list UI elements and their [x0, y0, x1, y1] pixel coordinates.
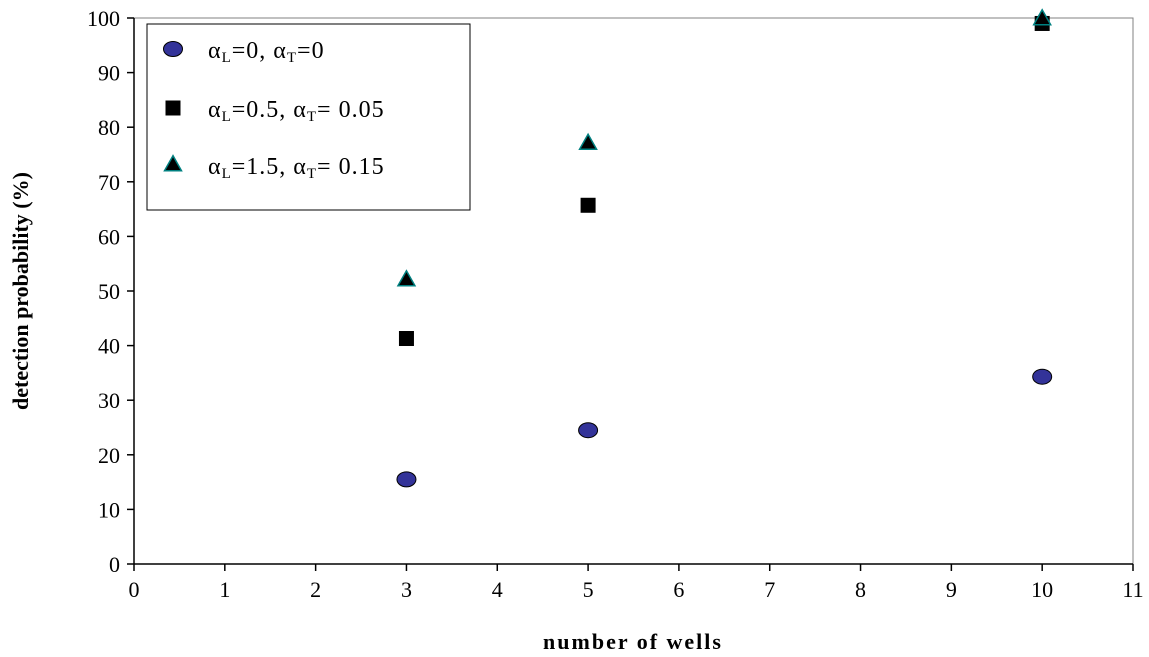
- legend-text-part: α: [208, 97, 222, 123]
- circle-point: [396, 471, 417, 488]
- legend-subscript: L: [222, 109, 232, 125]
- legend-subscript: L: [222, 166, 232, 182]
- legend-marker-square: [165, 100, 181, 116]
- y-tick-label: 40: [98, 334, 120, 359]
- x-tick-label: 9: [946, 577, 957, 602]
- legend-text-part: α: [208, 38, 222, 64]
- x-tick-label: 4: [492, 577, 503, 602]
- x-tick-label: 11: [1122, 577, 1143, 602]
- legend-label: αL=0.5, αT= 0.05: [208, 97, 385, 125]
- y-tick-label: 70: [98, 170, 120, 195]
- x-tick-label: 1: [219, 577, 230, 602]
- legend-subscript: T: [287, 50, 297, 66]
- legend-text-part: =0.5,: [232, 97, 294, 123]
- legend-text-part: = 0.05: [317, 97, 385, 123]
- y-tick-label: 50: [98, 279, 120, 304]
- x-ticks: 0 1 2 3 4 5 6 7 8 9 10 11: [129, 564, 1144, 602]
- square-point: [580, 197, 596, 213]
- x-tick-label: 8: [855, 577, 866, 602]
- x-tick-label: 10: [1031, 577, 1053, 602]
- y-tick-label: 0: [109, 552, 120, 577]
- y-tick-label: 60: [98, 224, 120, 249]
- x-tick-label: 5: [583, 577, 594, 602]
- circle-point: [1032, 368, 1053, 385]
- y-tick-label: 20: [98, 443, 120, 468]
- legend-subscript: T: [307, 109, 317, 125]
- x-tick-label: 3: [401, 577, 412, 602]
- y-tick-label: 90: [98, 61, 120, 86]
- triangle-point: [578, 132, 598, 151]
- legend-text-part: α: [273, 38, 287, 64]
- legend-marker-triangle: [163, 154, 183, 172]
- circle-point: [578, 422, 599, 439]
- legend-text-part: =1.5,: [232, 154, 294, 180]
- legend-label: αL=1.5, αT= 0.15: [208, 154, 385, 182]
- legend-text-part: =0,: [232, 38, 274, 64]
- legend-subscript: T: [307, 166, 317, 182]
- x-tick-label: 0: [129, 577, 140, 602]
- x-tick-label: 6: [673, 577, 684, 602]
- legend-text-part: α: [293, 154, 307, 180]
- x-axis-title: number of wells: [543, 629, 723, 654]
- y-tick-label: 80: [98, 115, 120, 140]
- triangle-point: [396, 269, 417, 287]
- y-tick-label: 30: [98, 388, 120, 413]
- y-tick-label: 10: [98, 497, 120, 522]
- x-tick-label: 2: [310, 577, 321, 602]
- square-point: [398, 331, 414, 347]
- y-ticks: 0 10 20 30 40 50 60 70 80 90 100: [87, 6, 134, 577]
- legend-text-part: α: [293, 97, 307, 123]
- legend-label: αL=0, αT=0: [208, 38, 325, 66]
- legend-box: [146, 23, 471, 211]
- legend-subscript: L: [222, 50, 232, 66]
- legend-text-part: = 0.15: [317, 154, 385, 180]
- data-points: [396, 8, 1053, 488]
- y-axis-title: detection probability (%): [8, 172, 33, 410]
- x-tick-label: 7: [764, 577, 775, 602]
- legend-marker-circle: [163, 41, 183, 57]
- y-tick-label: 100: [87, 6, 120, 31]
- legend-text-part: α: [208, 154, 222, 180]
- legend-text-part: =0: [297, 38, 325, 64]
- triangle-point: [1032, 8, 1052, 26]
